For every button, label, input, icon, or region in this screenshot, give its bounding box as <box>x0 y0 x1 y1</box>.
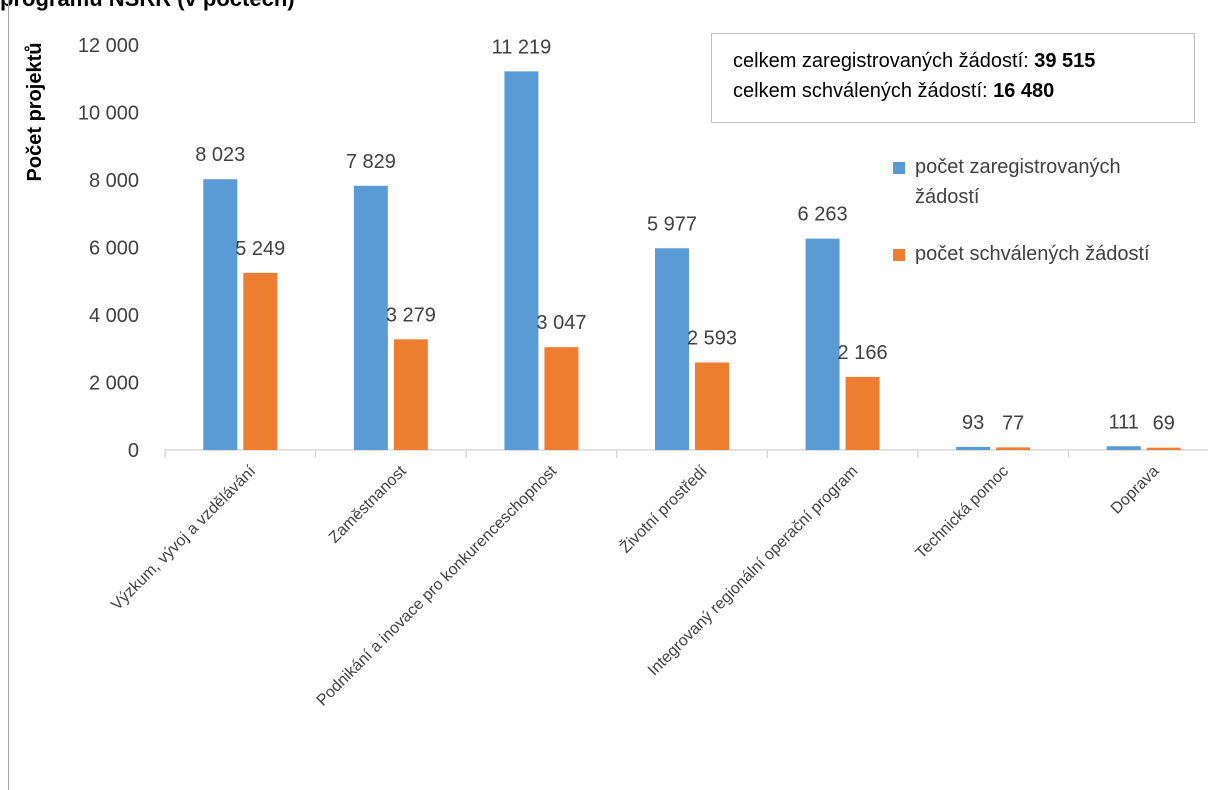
data-label-registered: 7 829 <box>346 151 396 173</box>
y-tick-label: 0 <box>128 440 139 462</box>
y-tick-label: 2 000 <box>89 373 139 395</box>
y-tick-label: 4 000 <box>89 305 139 327</box>
bar-approved <box>393 339 428 450</box>
y-tick-label: 12 000 <box>78 35 139 57</box>
data-label-registered: 8 023 <box>195 144 245 166</box>
data-label-approved: 3 047 <box>536 312 586 334</box>
legend-label-registered-line1: počet zaregistrovaných <box>915 156 1121 178</box>
data-label-approved: 3 279 <box>386 304 436 326</box>
legend-label-registered: počet zaregistrovaných žádostí <box>915 152 1121 212</box>
chart-frame <box>8 0 1208 790</box>
legend-label-approved-line1: počet schválených žádostí <box>915 243 1150 265</box>
data-label-registered: 5 977 <box>647 213 697 235</box>
legend-label-registered-line2: žádostí <box>915 186 980 208</box>
summary-approved-label: celkem schválených žádostí: <box>733 80 994 102</box>
bar-approved <box>544 347 579 450</box>
x-category-label: Doprava <box>1108 463 1163 518</box>
bar-registered <box>504 71 539 450</box>
x-category-label: Zaměstnanost <box>326 462 410 546</box>
page-title: programů NSRR (v počtech) <box>0 0 295 12</box>
x-category-label: Technická pomoc <box>913 463 1012 562</box>
summary-registered-value: 39 515 <box>1034 50 1096 72</box>
bar-approved <box>996 447 1031 450</box>
bar-approved <box>695 362 729 450</box>
summary-registered: celkem zaregistrovaných žádostí: 39 515 <box>733 46 1194 76</box>
y-axis-label: Počet projektů <box>24 43 46 182</box>
bar-registered <box>655 248 689 450</box>
y-tick-label: 8 000 <box>89 170 139 192</box>
bar-approved <box>845 376 880 450</box>
y-tick-label: 6 000 <box>89 238 139 260</box>
bar-registered <box>1106 446 1141 450</box>
data-label-registered: 93 <box>962 412 984 434</box>
data-label-registered: 111 <box>1109 411 1139 433</box>
x-category-label: Životní prostředí <box>616 461 712 557</box>
data-label-approved: 2 166 <box>838 342 888 364</box>
data-label-registered: 11 219 <box>492 36 552 58</box>
data-label-registered: 6 263 <box>798 204 848 226</box>
summary-registered-label: celkem zaregistrovaných žádostí: <box>733 50 1035 72</box>
x-category-label: Výzkum, vývoj a vzdělávání <box>108 462 259 613</box>
summary-approved: celkem schválených žádostí: 16 480 <box>733 76 1194 106</box>
legend-swatch-approved <box>893 249 905 261</box>
bar-registered <box>956 446 991 450</box>
bar-registered <box>203 179 238 450</box>
summary-approved-value: 16 480 <box>993 80 1055 102</box>
legend-swatch-registered <box>893 162 905 174</box>
bar-approved <box>1146 447 1181 450</box>
bar-registered <box>353 185 388 451</box>
x-category-label: Podnikání a inovace pro konkurenceschopn… <box>314 462 561 709</box>
legend-label-approved: počet schválených žádostí <box>915 239 1150 269</box>
bar-registered <box>805 238 840 450</box>
bar-approved <box>243 272 278 450</box>
data-label-approved: 69 <box>1153 413 1175 435</box>
data-label-approved: 5 249 <box>235 238 285 260</box>
data-label-approved: 77 <box>1002 412 1024 434</box>
data-label-approved: 2 593 <box>687 327 737 349</box>
y-tick-label: 10 000 <box>78 103 139 125</box>
summary-box: celkem zaregistrovaných žádostí: 39 515 … <box>711 33 1195 123</box>
